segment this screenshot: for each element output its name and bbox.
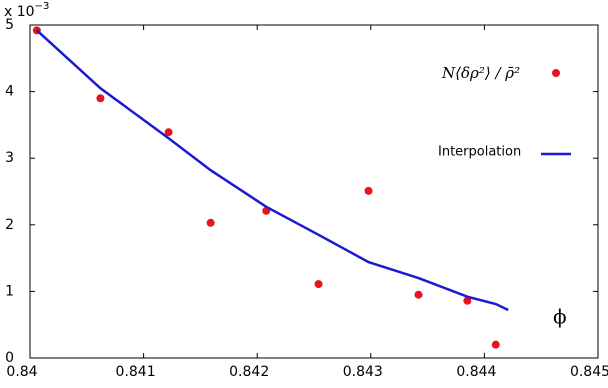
y-tick-label: 1 (5, 283, 14, 299)
x-tick-label: 0.843 (343, 364, 383, 380)
data-point (463, 296, 472, 305)
x-tick-label: 0.84 (6, 364, 37, 380)
legend-label: N⟨δρ²⟩ / ρ̄² (441, 64, 520, 82)
data-point (206, 218, 215, 227)
y-tick-label: 3 (5, 150, 14, 166)
x-axis-label: ϕ (553, 305, 567, 329)
interpolation-line (35, 29, 509, 312)
plot-frame (29, 24, 599, 359)
data-point (164, 128, 173, 137)
data-point (491, 340, 500, 349)
legend-label: Interpolation (438, 145, 521, 160)
y-tick-label: 2 (5, 217, 14, 233)
y-tick-label: 0 (5, 350, 14, 366)
x-tick-label: 0.844 (456, 364, 496, 380)
x-tick-label: 0.842 (229, 364, 269, 380)
axis-multiplier: x 10−3 (4, 1, 49, 20)
data-point (314, 280, 323, 289)
y-tick-label: 4 (5, 84, 14, 100)
x-tick-label: 0.845 (570, 364, 608, 380)
y-tick-label: 5 (5, 17, 14, 33)
data-point (414, 290, 423, 299)
x-tick-label: 0.841 (116, 364, 156, 380)
data-point (364, 186, 373, 195)
legend-swatch (552, 69, 560, 77)
data-point (96, 94, 105, 103)
